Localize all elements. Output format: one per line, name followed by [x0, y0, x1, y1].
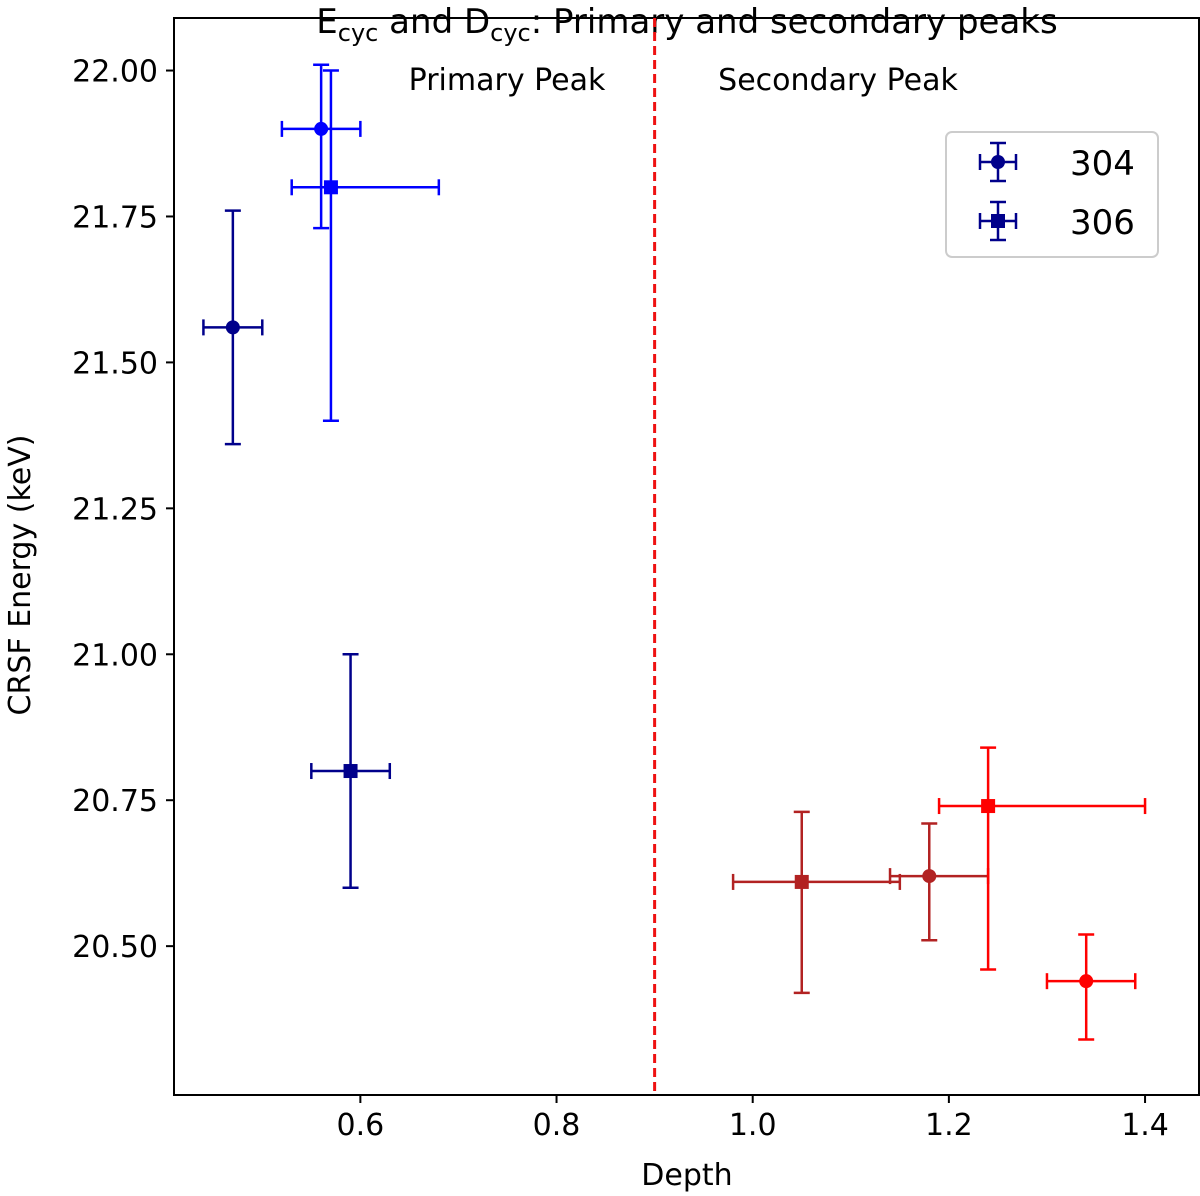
legend: 304 306	[945, 131, 1159, 258]
data-point-circle	[314, 121, 329, 136]
x-tick-label: 1.4	[1121, 1108, 1169, 1143]
legend-entry-304: 304	[978, 141, 1135, 184]
y-tick-label: 22.00	[72, 55, 158, 90]
data-point-circle	[225, 320, 240, 335]
data-point-square	[794, 874, 809, 889]
legend-entry-306: 306	[978, 200, 1135, 243]
y-tick-label: 21.25	[72, 492, 158, 527]
y-tick-label: 20.75	[72, 784, 158, 819]
x-axis-label: Depth	[641, 1158, 732, 1193]
legend-label-304: 304	[1070, 144, 1135, 184]
primary-peak-label: Primary Peak	[409, 63, 606, 98]
x-tick-label: 0.8	[533, 1108, 581, 1143]
legend-marker-circle	[991, 155, 1005, 169]
data-point-square	[343, 764, 358, 779]
y-axis-label: CRSF Energy (keV)	[3, 435, 38, 716]
plot-frame	[173, 17, 1200, 1096]
data-point-square	[323, 180, 338, 195]
data-point-circle	[922, 869, 937, 884]
x-tick-label: 1.0	[729, 1108, 777, 1143]
plot-area: 0.6 0.8 1.0 1.2 1.4 20.50 20.75 21.00 21.25 21.50…	[72, 17, 1200, 1143]
legend-marker-square	[991, 214, 1005, 228]
secondary-peak-label: Secondary Peak	[718, 63, 958, 98]
y-tick-label: 20.50	[72, 930, 158, 965]
x-tick-label: 1.2	[925, 1108, 973, 1143]
y-tick-label: 21.00	[72, 638, 158, 673]
data-point-square	[981, 799, 996, 814]
y-tick-label: 21.50	[72, 346, 158, 381]
chart-title: Ecyc and Dcyc: Primary and secondary pea…	[316, 2, 1057, 47]
data-point-circle	[1079, 974, 1094, 989]
x-tick-label: 0.6	[337, 1108, 385, 1143]
legend-label-306: 306	[1070, 203, 1135, 243]
y-tick-label: 21.75	[72, 200, 158, 235]
